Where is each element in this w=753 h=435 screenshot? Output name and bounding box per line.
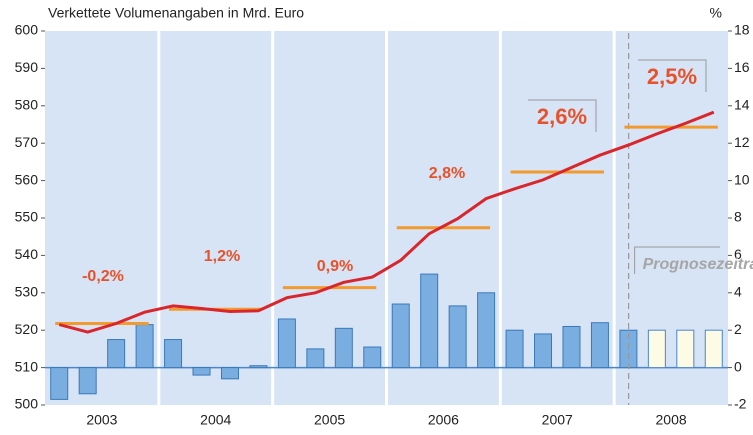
y-tick-label: 590 (15, 59, 39, 75)
bar (249, 365, 268, 369)
y2-tick-label: 0 (734, 358, 742, 374)
y-tick-label: 580 (15, 97, 39, 113)
y2-tick-label: 16 (734, 59, 750, 75)
growth-label: 2,6% (537, 104, 587, 129)
growth-label: 0,9% (317, 258, 353, 275)
x-group-label: 2007 (542, 412, 573, 428)
y2-tick-label: 2 (734, 321, 742, 337)
line (58, 110, 715, 334)
growth-label: -0,2% (82, 268, 124, 285)
y2-tick-label: 12 (734, 134, 750, 150)
y-tick-label: 530 (15, 284, 39, 300)
bar (477, 292, 496, 369)
y2-axis-label: % (710, 5, 722, 21)
growth-label: 2,5% (647, 64, 697, 89)
bar (306, 348, 325, 369)
y-tick-label: 560 (15, 171, 39, 187)
bar (647, 329, 666, 369)
chart-title: Verkettete Volumenangaben in Mrd. Euro (48, 5, 304, 21)
x-group-label: 2003 (86, 412, 117, 428)
bar (78, 367, 97, 395)
x-group-label: 2006 (428, 412, 459, 428)
bar (420, 273, 439, 369)
growth-label: 2,8% (429, 165, 465, 182)
bar (277, 318, 296, 369)
bar (534, 333, 553, 369)
bar (334, 327, 353, 369)
y2-tick-label: 4 (734, 284, 742, 300)
bar (590, 322, 609, 369)
bar (391, 303, 410, 369)
forecast-bracket (634, 246, 720, 274)
bar (50, 367, 69, 400)
y-tick-label: 500 (15, 396, 39, 412)
x-group-label: 2008 (656, 412, 687, 428)
y2-tick-label: 18 (734, 22, 750, 38)
bar (135, 324, 154, 369)
y-tick-label: 540 (15, 246, 39, 262)
bar (562, 325, 581, 369)
y2-tick-label: 6 (734, 246, 742, 262)
y-tick-label: 550 (15, 209, 39, 225)
bar (220, 367, 239, 380)
x-group-label: 2004 (200, 412, 231, 428)
bar (363, 346, 382, 369)
growth-bracket (638, 59, 707, 92)
growth-bracket (528, 99, 597, 132)
y-tick-label: 600 (15, 22, 39, 38)
x-group-label: 2005 (314, 412, 345, 428)
y2-tick-label: 14 (734, 97, 750, 113)
bar (676, 329, 695, 369)
bar (107, 339, 126, 369)
y-tick-label: 510 (15, 358, 39, 374)
bar (192, 367, 211, 376)
y-tick-label: 520 (15, 321, 39, 337)
bar (505, 329, 524, 369)
y2-tick-label: 8 (734, 209, 742, 225)
bar (448, 305, 467, 369)
y-tick-label: 570 (15, 134, 39, 150)
growth-label: 1,2% (204, 248, 240, 265)
bar (704, 329, 723, 369)
bar (164, 339, 183, 369)
forecast-label: Prognosezeitraum (643, 256, 753, 273)
y2-tick-label: -2 (734, 396, 747, 412)
y2-tick-label: 10 (734, 171, 750, 187)
